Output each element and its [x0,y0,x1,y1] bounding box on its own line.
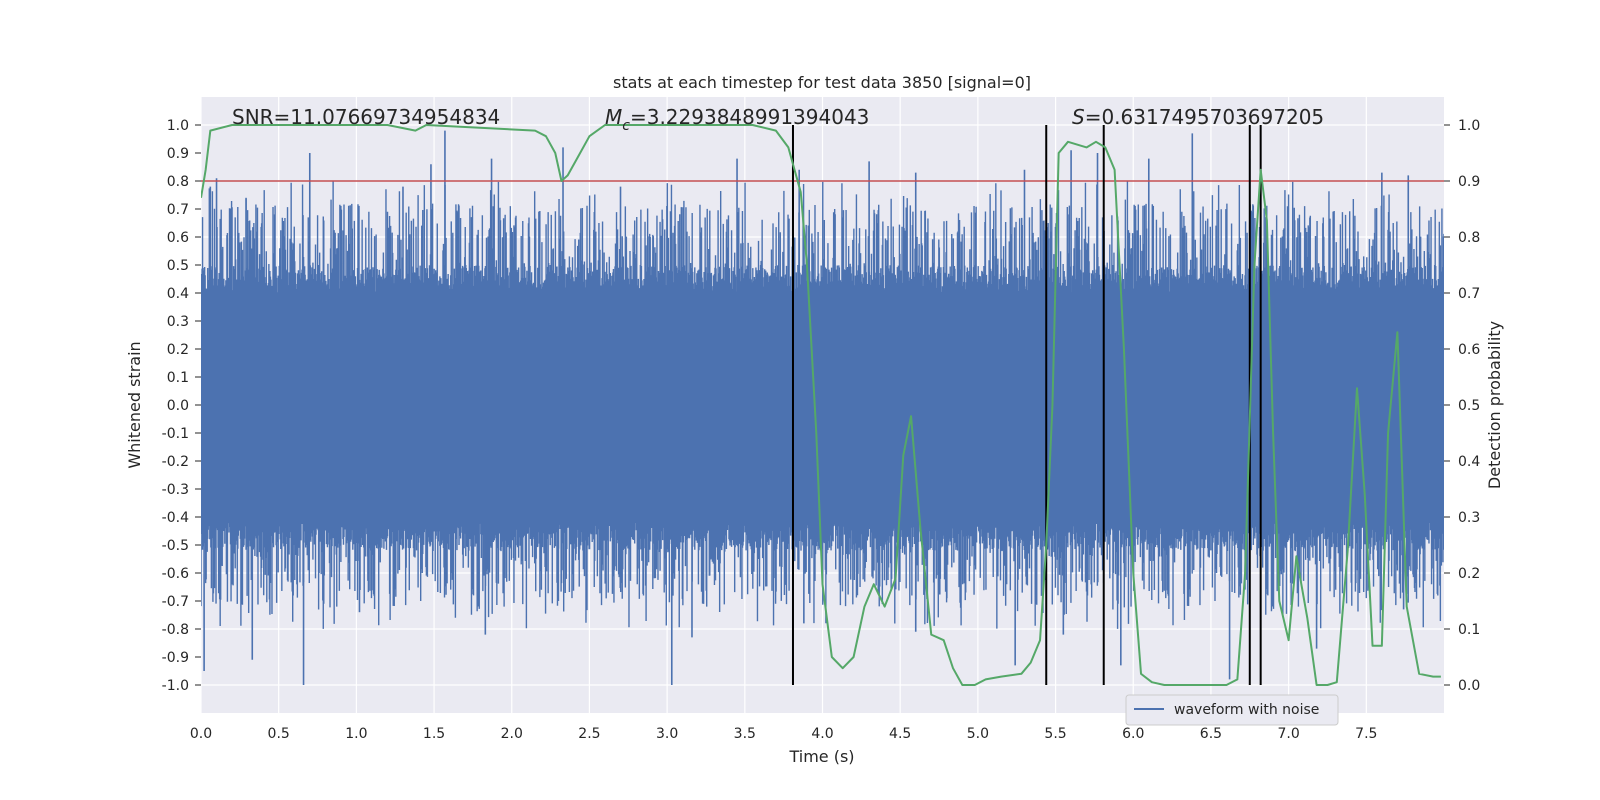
x-tick-label: 4.5 [889,726,911,742]
y2-tick-label: 0.9 [1458,174,1480,190]
x-tick-label: 0.5 [268,726,290,742]
x-tick-label: 4.0 [811,726,833,742]
y2-tick-label: 0.5 [1458,398,1480,414]
y-tick-label: 0.3 [167,314,189,330]
y2-tick-label: 0.0 [1458,678,1480,694]
y-tick-label: -0.6 [162,566,189,582]
y2-tick-label: 0.8 [1458,230,1480,246]
y-tick-label: 0.7 [167,202,189,218]
y-tick-label: -0.7 [162,594,189,610]
legend: waveform with noise [1125,694,1339,726]
y-tick-label: 0.0 [167,398,189,414]
x-tick-label: 1.5 [423,726,445,742]
probability-line [201,124,1441,686]
snr-annotation: SNR=11.07669734954834 [232,105,500,129]
axes: 0.0 0.5 1.0 1.5 2.0 2.5 3.0 3.5 4.0 4.5 5.0 5.5 6.0 6… [162,118,1481,742]
x-tick-label: 2.0 [501,726,523,742]
plot-content [201,124,1444,686]
y2-tick-label: 0.1 [1458,622,1480,638]
y2-tick-label: 0.3 [1458,510,1480,526]
y-tick-label: 0.1 [167,370,189,386]
x-axis-label: Time (s) [788,747,854,766]
x-tick-label: 0.0 [190,726,212,742]
y-axis-label: Whitened strain [125,341,144,468]
legend-box [1125,694,1339,726]
y-tick-label: -1.0 [162,678,189,694]
probability-series [201,124,1441,686]
y2-tick-label: 1.0 [1458,118,1480,134]
x-tick-label: 3.0 [656,726,678,742]
y-tick-label: 0.5 [167,258,189,274]
s-symbol: S [1072,105,1085,129]
mc-symbol: M [605,105,622,129]
y2-tick-label: 0.7 [1458,286,1480,302]
y-tick-label: -0.3 [162,482,189,498]
x-tick-label: 3.5 [734,726,756,742]
x-tick-label: 5.0 [967,726,989,742]
y2-tick-label: 0.6 [1458,342,1480,358]
mc-value: =3.2293848991394043 [630,105,869,129]
y-tick-label: -0.4 [162,510,189,526]
mc-annotation: Mc=3.2293848991394043 [605,105,869,134]
y-tick-label: -0.9 [162,650,189,666]
x-tick-label: 6.0 [1122,726,1144,742]
waveform-series [201,130,1444,685]
y-tick-label: -0.8 [162,622,189,638]
y-tick-label: 1.0 [167,118,189,134]
y2-tick-label: 0.4 [1458,454,1480,470]
y-tick-label: 0.8 [167,174,189,190]
x-tick-label: 7.5 [1355,726,1377,742]
y2-tick-label: 0.2 [1458,566,1480,582]
y-tick-label: -0.1 [162,426,189,442]
y-tick-label: 0.9 [167,146,189,162]
chart-title: stats at each timestep for test data 385… [613,73,1031,92]
s-annotation: S=0.6317495703697205 [1072,105,1324,129]
x-tick-label: 6.5 [1200,726,1222,742]
mc-subscript: c [622,118,630,134]
waveform-line [201,181,1444,629]
y-tick-label: 0.6 [167,230,189,246]
s-value: =0.6317495703697205 [1085,105,1324,129]
y2-axis-label: Detection probability [1485,321,1504,489]
x-tick-label: 2.5 [578,726,600,742]
legend-label-waveform: waveform with noise [1174,702,1319,718]
x-tick-label: 1.0 [345,726,367,742]
y-tick-label: -0.5 [162,538,189,554]
x-tick-label: 7.0 [1277,726,1299,742]
x-tick-label: 5.5 [1044,726,1066,742]
y-tick-label: 0.4 [167,286,189,302]
y-tick-label: -0.2 [162,454,189,470]
event-lines [791,125,1262,685]
y-tick-label: 0.2 [167,342,189,358]
